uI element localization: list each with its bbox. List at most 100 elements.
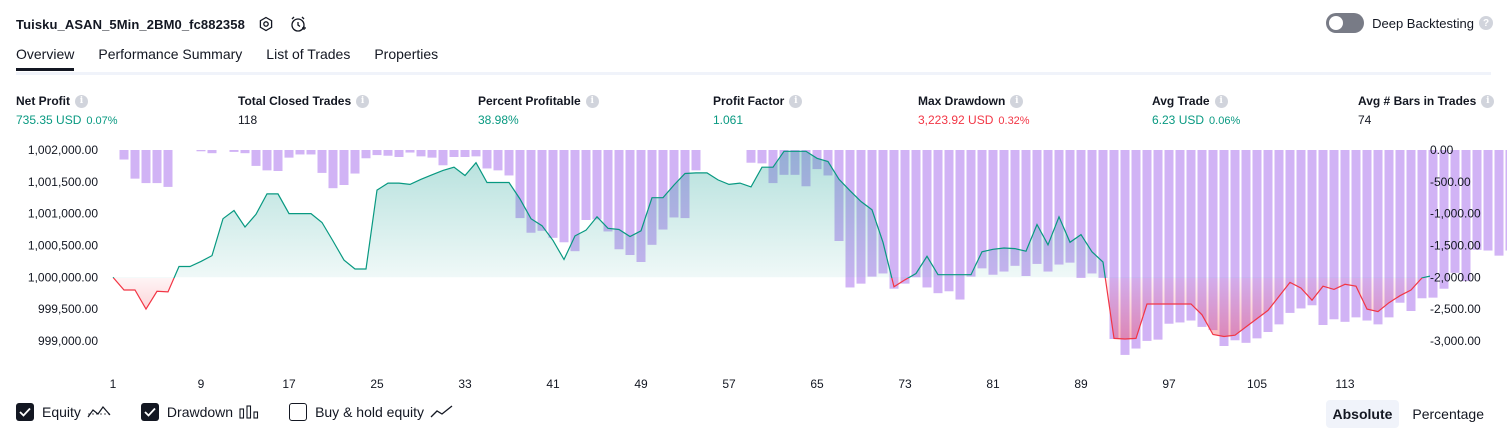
drawdown-bar — [482, 150, 492, 169]
tab-overview[interactable]: Overview — [16, 46, 75, 71]
drawdown-bar — [1208, 150, 1218, 331]
metric-value: 118 — [238, 113, 258, 127]
drawdown-bar — [1483, 150, 1493, 251]
metric-label: Avg Trade — [1152, 94, 1210, 108]
scale-toggle: Absolute Percentage — [1320, 400, 1492, 428]
metric-percent: 0.06% — [1209, 115, 1241, 127]
settings-icon[interactable] — [255, 13, 277, 35]
checkbox-checked-icon[interactable] — [16, 403, 34, 421]
legend-equity[interactable]: Equity — [16, 403, 111, 421]
metric-value: 3,223.92 USD — [918, 113, 994, 127]
drawdown-bar — [1197, 150, 1207, 327]
drawdown-bar — [900, 150, 910, 284]
info-icon[interactable]: i — [356, 94, 370, 108]
absolute-button[interactable]: Absolute — [1325, 400, 1400, 428]
x-axis-tick: 25 — [370, 377, 384, 391]
drawdown-bar — [1241, 150, 1251, 343]
right-axis-tick: -3,000.00 — [1430, 334, 1481, 348]
drawdown-bar — [1109, 150, 1119, 339]
drawdown-bar — [1373, 150, 1383, 325]
metric-percent-profitable: Percent Profitable i 38.98% — [478, 94, 599, 127]
drawdown-bar — [592, 150, 602, 220]
equity-profit-area — [113, 151, 1430, 278]
info-icon[interactable]: i — [75, 94, 88, 108]
equity-fill — [113, 151, 1430, 339]
tab-properties[interactable]: Properties — [374, 46, 439, 62]
info-icon[interactable]: i — [789, 94, 803, 108]
left-axis-tick: 1,001,500.00 — [28, 175, 98, 189]
x-axis: 1 9 17 25 33 41 49 57 65 73 81 89 97 105 113 — [110, 377, 1355, 391]
left-axis: 1,002,000.00 1,001,500.00 1,001,000.00 1,00… — [28, 143, 98, 348]
drawdown-bar — [1252, 150, 1262, 339]
drawdown-bar — [251, 150, 261, 166]
drawdown-bar — [966, 150, 976, 277]
drawdown-bar — [1318, 150, 1328, 325]
left-axis-tick: 1,002,000.00 — [28, 143, 98, 157]
x-axis-tick: 17 — [282, 377, 296, 391]
drawdown-bar — [911, 150, 921, 278]
drawdown-bar — [141, 150, 151, 184]
drawdown-bar — [394, 150, 404, 157]
metric-value: 735.35 USD — [16, 113, 82, 127]
left-axis-tick: 1,001,000.00 — [28, 207, 98, 221]
percentage-button[interactable]: Percentage — [1412, 406, 1484, 422]
drawdown-bar — [196, 150, 206, 152]
right-axis-tick: -1,000.00 — [1430, 207, 1481, 221]
drawdown-bar — [1131, 150, 1141, 349]
drawdown-bar — [493, 150, 503, 171]
right-axis-tick: -500.00 — [1430, 175, 1471, 189]
info-icon[interactable]: i — [1214, 94, 1228, 108]
drawdown-bar — [119, 150, 129, 160]
tabs-divider — [16, 72, 1491, 75]
equity-profit-line — [112, 150, 1430, 278]
drawdown-bar — [262, 150, 272, 171]
buy-hold-line-icon — [430, 405, 454, 419]
strategy-header: Tuisku_ASAN_5Min_2BM0_fc882358 — [16, 12, 309, 36]
drawdown-bar — [625, 150, 635, 255]
x-axis-tick: 1 — [110, 377, 117, 391]
metric-label: Net Profit — [16, 94, 70, 108]
equity-loss-line — [112, 278, 1425, 340]
equity-drawdown-chart[interactable]: 1,002,000.00 1,001,500.00 1,001,000.00 1,00… — [0, 134, 1507, 394]
chart-legend: Equity Drawdown Buy & hold equity — [16, 403, 484, 421]
drawdown-bar — [1351, 150, 1361, 318]
drawdown-bar — [130, 150, 140, 179]
drawdown-bar — [1395, 150, 1405, 303]
deep-backtesting-label: Deep Backtesting — [1372, 15, 1474, 31]
drawdown-bar — [581, 150, 591, 220]
drawdown-bar — [383, 150, 393, 156]
checkbox-unchecked-icon[interactable] — [289, 403, 308, 421]
help-icon[interactable]: ? — [1479, 16, 1493, 30]
deep-backtesting-toggle[interactable] — [1326, 13, 1365, 33]
right-axis-tick: -2,500.00 — [1430, 302, 1481, 316]
drawdown-bar — [669, 150, 679, 218]
drawdown-bar — [449, 150, 459, 157]
drawdown-bar — [317, 150, 327, 173]
drawdown-bar — [1142, 150, 1152, 341]
drawdown-bar — [570, 150, 580, 252]
legend-buy-hold[interactable]: Buy & hold equity — [289, 403, 454, 421]
metric-percent: 0.32% — [998, 115, 1030, 127]
drawdown-bar — [273, 150, 283, 171]
drawdown-bar — [1065, 150, 1075, 263]
metric-avg-trade: Avg Trade i 6.23 USD 0.06% — [1152, 94, 1240, 127]
info-icon[interactable]: i — [585, 94, 599, 108]
drawdown-bar — [1472, 150, 1482, 250]
drawdown-bar — [163, 150, 173, 187]
drawdown-bar — [471, 150, 481, 157]
checkbox-checked-icon[interactable] — [140, 403, 159, 421]
drawdown-bar — [1153, 150, 1163, 340]
legend-drawdown[interactable]: Drawdown — [140, 403, 259, 421]
metric-net-profit: Net Profit i 735.35 USD 0.07% — [16, 94, 118, 127]
drawdown-bar — [1406, 150, 1416, 311]
x-axis-tick: 81 — [986, 377, 1000, 391]
tab-performance-summary[interactable]: Performance Summary — [98, 46, 243, 62]
alarm-clock-icon[interactable] — [287, 13, 309, 35]
info-icon[interactable]: i — [1010, 94, 1024, 108]
drawdown-bar — [548, 150, 558, 238]
right-axis-tick: -2,000.00 — [1430, 270, 1481, 284]
metric-avg-bars: Avg # Bars in Trades i 74 — [1358, 94, 1495, 127]
drawdown-bar — [1120, 150, 1130, 355]
tab-list-of-trades[interactable]: List of Trades — [266, 46, 351, 62]
info-icon[interactable]: i — [1481, 94, 1495, 108]
